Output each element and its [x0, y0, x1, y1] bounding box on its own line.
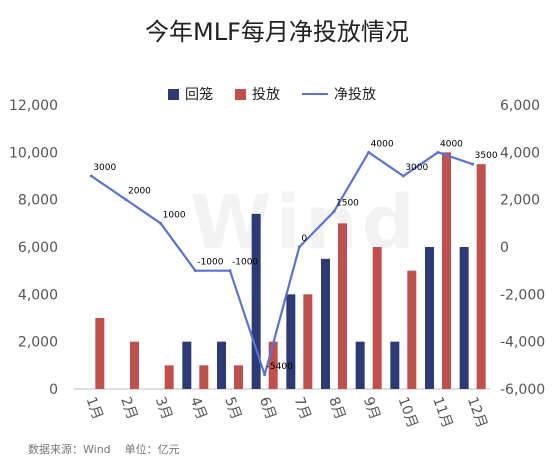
bar-recall: [355, 341, 365, 389]
net-data-label: 3500: [475, 151, 498, 161]
bar-inject: [268, 341, 278, 389]
bar-recall: [217, 341, 226, 389]
x-tick-label: 6月: [256, 395, 279, 422]
legend-label-inject: 投放: [252, 87, 280, 103]
net-point: [263, 373, 267, 377]
legend-label-net: 净投放: [334, 87, 376, 103]
source-note: 数据来源：Wind 单位：亿元: [28, 443, 180, 456]
bar-inject: [234, 365, 243, 389]
bar-recall: [286, 294, 296, 389]
bar-inject: [164, 365, 174, 389]
net-point: [89, 174, 93, 178]
bar-inject: [95, 318, 105, 389]
net-line: [90, 151, 474, 376]
chart-legend: 回笼 投放 净投放: [168, 84, 398, 104]
bar-recall: [425, 247, 434, 389]
net-data-label: -1000: [197, 258, 223, 268]
net-data-label: 2000: [128, 187, 151, 197]
net-point: [401, 174, 405, 178]
y-right-tick-label: 0: [500, 240, 509, 256]
chart-title: 今年MLF每月净投放情况: [145, 18, 409, 46]
legend-label-recall: 回笼: [185, 87, 213, 103]
net-point: [471, 162, 475, 166]
y-left-tick-label: 8,000: [18, 193, 58, 209]
x-tick-label: 7月: [291, 395, 314, 422]
legend-item-recall: 回笼: [168, 84, 213, 104]
x-tick-label: 5月: [221, 395, 244, 422]
bar-recall: [321, 258, 330, 389]
legend-line-net: [302, 93, 328, 95]
y-left-tick-label: 10,000: [9, 145, 58, 161]
net-point: [228, 269, 232, 273]
y-right-tick-label: 4,000: [500, 145, 540, 161]
bar-inject: [372, 247, 382, 389]
net-point: [297, 245, 301, 249]
legend-swatch-inject: [235, 88, 246, 100]
net-data-label: 4000: [440, 139, 463, 149]
net-point: [193, 269, 197, 273]
net-data-label: 3000: [93, 163, 116, 173]
x-tick-label: 12月: [464, 395, 490, 430]
bar-recall: [390, 341, 400, 389]
x-tick-label: 2月: [117, 395, 140, 422]
legend-item-net: 净投放: [302, 84, 376, 104]
net-data-label: 0: [301, 234, 307, 244]
y-left-tick-label: 4,000: [18, 287, 58, 303]
net-data-label: -1000: [232, 258, 258, 268]
net-data-label: 1000: [163, 210, 186, 220]
x-tick-label: 9月: [360, 395, 383, 422]
net-point: [159, 221, 163, 225]
net-point: [124, 198, 128, 202]
y-right-tick-label: -6,000: [500, 382, 545, 398]
y-left-tick-label: 6,000: [18, 240, 58, 256]
y-left-tick-label: 0: [49, 382, 58, 398]
bar-inject: [130, 341, 139, 389]
x-tick-label: 11月: [429, 395, 455, 430]
bar-inject: [442, 152, 451, 389]
bar-recall: [182, 341, 192, 389]
net-data-label: 3000: [405, 163, 428, 173]
bar-inject: [407, 270, 417, 389]
bar-inject: [338, 223, 347, 389]
bar-inject: [199, 365, 209, 389]
y-right-tick-label: -2,000: [500, 287, 545, 303]
x-tick-label: 1月: [83, 395, 106, 422]
legend-item-inject: 投放: [235, 84, 280, 104]
net-point: [367, 150, 371, 154]
y-right-tick-label: 2,000: [500, 193, 540, 209]
y-left-tick-label: 12,000: [9, 98, 58, 114]
net-point: [332, 210, 336, 213]
net-point: [436, 150, 440, 154]
bar-recall: [251, 213, 261, 389]
net-data-label: -5400: [267, 362, 293, 372]
bar-inject: [303, 294, 313, 389]
x-tick-label: 10月: [395, 395, 421, 430]
net-data-label: 4000: [371, 139, 394, 149]
bar-inject: [476, 164, 486, 389]
y-right-tick-label: -4,000: [500, 335, 545, 351]
x-tick-label: 4月: [187, 395, 210, 422]
x-tick-label: 3月: [152, 395, 175, 422]
net-data-label: 1500: [336, 199, 359, 209]
x-tick-label: 8月: [325, 395, 348, 422]
y-right-tick-label: 6,000: [500, 98, 540, 114]
y-left-tick-label: 2,000: [18, 335, 58, 351]
bar-recall: [459, 247, 469, 389]
legend-swatch-recall: [168, 88, 179, 100]
